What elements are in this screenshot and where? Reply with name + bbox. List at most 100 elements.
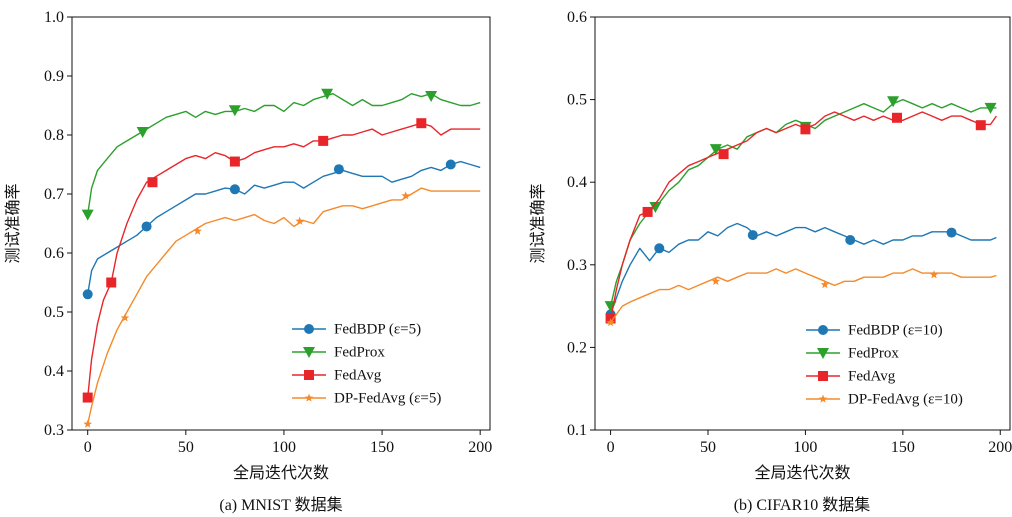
x-tick-label: 200 (988, 439, 1012, 456)
series-1 (82, 159, 481, 300)
legend-item: FedProx (806, 345, 899, 361)
data-point (642, 206, 653, 217)
data-point (106, 277, 117, 288)
y-tick-label: 0.8 (44, 127, 64, 144)
data-point (295, 216, 304, 225)
legend-item: FedBDP (ε=10) (806, 322, 943, 338)
chart-caption: (a) MNIST 数据集 (219, 496, 342, 514)
y-axis-label: 测试准确率 (4, 183, 22, 263)
data-point (333, 164, 344, 175)
x-axis-label: 全局迭代次数 (233, 464, 329, 482)
y-tick-label: 0.6 (567, 9, 587, 26)
legend-label: FedAvg (848, 368, 896, 384)
series-line (87, 122, 481, 398)
data-point (321, 88, 334, 100)
data-point (445, 159, 456, 170)
data-point (81, 209, 94, 221)
series-2 (81, 88, 481, 221)
legend-marker (818, 394, 828, 403)
data-point (82, 392, 93, 403)
data-point (401, 191, 410, 200)
series-line (609, 222, 997, 315)
series-2 (604, 96, 997, 313)
legend-label: FedProx (848, 345, 899, 361)
data-point (604, 301, 617, 313)
data-point (975, 120, 986, 131)
data-point (845, 235, 856, 246)
legend-item: FedProx (292, 344, 385, 360)
legend-marker (817, 348, 829, 359)
legend-label: DP-FedAvg (ε=10) (848, 391, 963, 407)
x-tick-label: 0 (84, 439, 92, 456)
legend-item: FedAvg (292, 367, 382, 383)
y-tick-label: 0.2 (567, 339, 587, 356)
data-point (946, 227, 957, 238)
legend-marker (303, 347, 315, 358)
data-point (891, 112, 902, 123)
data-point (193, 226, 202, 235)
series-line (87, 187, 481, 425)
legend-label: FedAvg (334, 367, 382, 383)
legend-marker (304, 370, 314, 380)
y-tick-label: 0.5 (44, 304, 64, 321)
data-point (820, 280, 830, 289)
plot-frame (71, 16, 491, 431)
legend-box (800, 318, 996, 414)
data-point (709, 144, 722, 156)
data-point (929, 270, 939, 279)
x-tick-label: 100 (272, 439, 296, 456)
legend-item: DP-FedAvg (ε=5) (292, 390, 441, 406)
legend-marker (818, 371, 828, 381)
legend-marker (304, 324, 314, 334)
plot-frame (594, 16, 1011, 431)
legend: FedBDP (ε=10) FedProx FedAvg DP-FedAvg (ε=1… (800, 318, 996, 414)
x-tick-label: 50 (178, 439, 194, 456)
legend-label: FedBDP (ε=10) (848, 322, 943, 338)
data-point (747, 230, 758, 241)
y-tick-label: 0.3 (44, 422, 64, 439)
legend-marker (818, 325, 828, 335)
legend-item: DP-FedAvg (ε=10) (806, 391, 963, 407)
legend: FedBDP (ε=5) FedProx FedAvg DP-FedAvg (ε=5) (286, 317, 476, 413)
chart-panel-1: 0 50 100 150 200 0.3 0.4 0.5 0.6 0.7 0.8 0.9 1.0 全局迭代… (4, 9, 492, 514)
data-point (711, 276, 721, 285)
series-3 (605, 111, 997, 324)
data-point (718, 149, 729, 160)
series-4 (606, 268, 997, 327)
data-point (229, 156, 240, 167)
series-line (87, 93, 481, 215)
data-point (318, 135, 329, 146)
series-3 (82, 118, 481, 403)
chart-caption: (b) CIFAR10 数据集 (734, 496, 871, 514)
legend-label: FedBDP (ε=5) (334, 321, 421, 337)
data-point (147, 177, 158, 188)
y-tick-label: 0.7 (44, 186, 64, 203)
data-point (120, 313, 130, 322)
data-point (83, 419, 92, 428)
y-axis-label: 测试准确率 (529, 183, 547, 263)
x-tick-label: 150 (891, 439, 915, 456)
y-tick-label: 0.4 (567, 174, 587, 191)
series-4 (83, 187, 481, 428)
data-point (887, 96, 900, 108)
y-tick-label: 0.5 (567, 92, 587, 109)
data-point (800, 124, 811, 135)
data-point (416, 118, 427, 129)
series-1 (605, 222, 997, 320)
data-point (654, 243, 665, 254)
data-point (425, 91, 438, 103)
data-point (649, 201, 662, 213)
y-tick-label: 0.3 (567, 257, 587, 274)
data-point (606, 318, 615, 327)
x-tick-label: 0 (607, 439, 615, 456)
data-point (136, 127, 149, 139)
y-tick-label: 1.0 (44, 9, 64, 26)
data-point (82, 289, 93, 300)
y-tick-label: 0.9 (44, 68, 64, 85)
legend-item: FedAvg (806, 368, 896, 384)
x-axis-label: 全局迭代次数 (754, 464, 850, 482)
legend-label: FedProx (334, 344, 385, 360)
chart-panel-2: 0 50 100 150 200 0.1 0.2 0.3 0.4 0.5 0.6 全局迭代次数 测试准确… (529, 9, 1012, 514)
y-tick-label: 0.4 (44, 363, 64, 380)
